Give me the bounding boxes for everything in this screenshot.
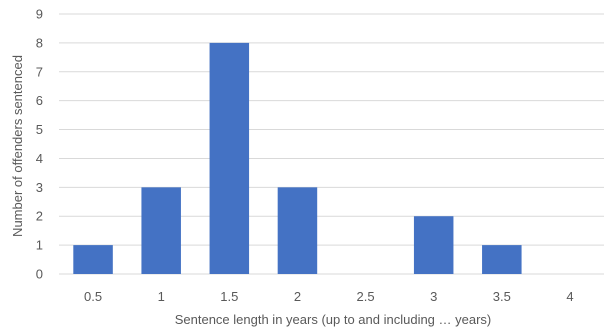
y-tick-label: 2 [36,209,43,224]
y-tick-label: 4 [36,151,43,166]
gridlines [59,13,604,275]
y-tick-label: 3 [36,180,43,195]
y-axis-label: Number of offenders sentenced [10,55,25,237]
x-tick-label: 3 [430,289,437,304]
bar-0.5 [73,245,113,274]
x-tick-label: 2 [294,289,301,304]
bar-2 [277,187,318,274]
y-axis-tick-labels: 0 1 2 3 4 5 6 7 8 9 [36,7,43,282]
x-axis-label: Sentence length in years (up to and incl… [175,312,492,327]
bar-1.5 [209,42,250,275]
bars [73,42,522,275]
x-tick-label: 0.5 [84,289,102,304]
y-tick-label: 1 [36,238,43,253]
y-tick-label: 5 [36,122,43,137]
bar-3.5 [482,245,522,274]
y-tick-label: 6 [36,93,43,108]
y-tick-label: 7 [36,64,43,79]
x-axis-tick-labels: 0.5 1 1.5 2 2.5 3 3.5 4 [84,289,574,304]
y-tick-label: 8 [36,35,43,50]
x-tick-label: 3.5 [493,289,511,304]
y-tick-label: 0 [36,267,43,282]
x-tick-label: 4 [566,289,573,304]
bar-1 [141,187,181,274]
x-tick-label: 1.5 [220,289,238,304]
bar-3 [413,216,454,274]
x-tick-label: 1 [158,289,165,304]
y-tick-label: 9 [36,7,43,22]
x-tick-label: 2.5 [357,289,375,304]
